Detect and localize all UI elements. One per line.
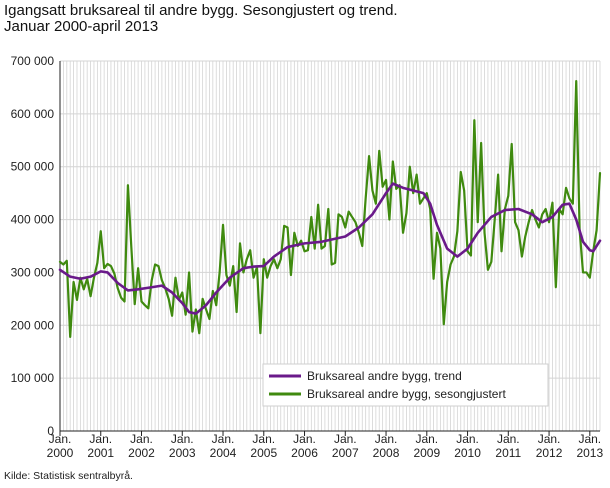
x-tick-label: Jan. — [415, 432, 438, 446]
x-tick-label: Jan. — [49, 432, 72, 446]
x-tick-label: 2006 — [291, 446, 318, 460]
seasonal-line — [58, 79, 602, 339]
y-axis: 0 100 000 200 000 300 000 400 000 500 000 600 … — [11, 54, 61, 438]
x-tick-label: Jan. — [578, 432, 601, 446]
x-tick-label: Jan. — [375, 432, 398, 446]
x-tick-label: 2004 — [210, 446, 237, 460]
x-tick-label: Jan. — [130, 432, 153, 446]
x-tick-label: 2012 — [536, 446, 563, 460]
x-tick-label: Jan. — [252, 432, 275, 446]
x-tick-label: Jan. — [293, 432, 316, 446]
x-tick-label: 2002 — [128, 446, 155, 460]
x-tick-label: Jan. — [538, 432, 561, 446]
x-tick-label: Jan. — [497, 432, 520, 446]
chart-title: Igangsatt bruksareal til andre bygg. Ses… — [4, 2, 398, 19]
x-tick-label: Jan. — [212, 432, 235, 446]
x-tick-label: 2008 — [373, 446, 400, 460]
legend-box — [262, 363, 549, 407]
x-axis: Jan.2000Jan.2001Jan.2002Jan.2003Jan.2004… — [47, 430, 603, 460]
x-tick-label: 2000 — [47, 446, 74, 460]
y-tick-label: 400 000 — [11, 213, 55, 227]
x-tick-label: 2011 — [495, 446, 521, 460]
chart-subtitle: Januar 2000-april 2013 — [4, 18, 159, 35]
x-tick-label: Jan. — [456, 432, 479, 446]
x-tick-label: Jan. — [89, 432, 112, 446]
trend-line — [58, 182, 602, 315]
y-tick-label: 100 000 — [11, 371, 55, 385]
y-tick-label: 200 000 — [11, 318, 55, 332]
x-tick-label: 2013 — [576, 446, 603, 460]
x-tick-label: Jan. — [171, 432, 194, 446]
y-tick-label: 600 000 — [11, 107, 55, 121]
y-tick-label: 300 000 — [11, 265, 55, 279]
x-tick-label: 2005 — [250, 446, 277, 460]
y-tick-label: 700 000 — [11, 54, 55, 68]
x-tick-label: Jan. — [334, 432, 357, 446]
y-tick-label: 0 — [47, 424, 54, 438]
legend: Bruksareal andre bygg, trend Bruksareal a… — [262, 363, 549, 407]
x-tick-label: 2001 — [87, 446, 114, 460]
x-tick-label: 2007 — [332, 446, 359, 460]
legend-label: Bruksareal andre bygg, trend — [307, 369, 462, 383]
y-tick-label: 500 000 — [11, 160, 55, 174]
x-tick-label: 2003 — [169, 446, 196, 460]
x-tick-label: 2010 — [454, 446, 481, 460]
x-tick-label: 2009 — [413, 446, 440, 460]
source-note: Kilde: Statistisk sentralbyrå. — [4, 470, 133, 482]
series-lines — [58, 79, 602, 339]
legend-label: Bruksareal andre bygg, sesongjustert — [307, 387, 506, 401]
